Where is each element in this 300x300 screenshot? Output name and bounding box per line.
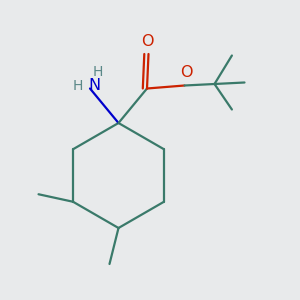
Text: H: H bbox=[73, 79, 83, 92]
Text: H: H bbox=[92, 65, 103, 79]
Text: O: O bbox=[180, 65, 192, 80]
Text: O: O bbox=[141, 34, 153, 50]
Text: N: N bbox=[88, 78, 101, 93]
